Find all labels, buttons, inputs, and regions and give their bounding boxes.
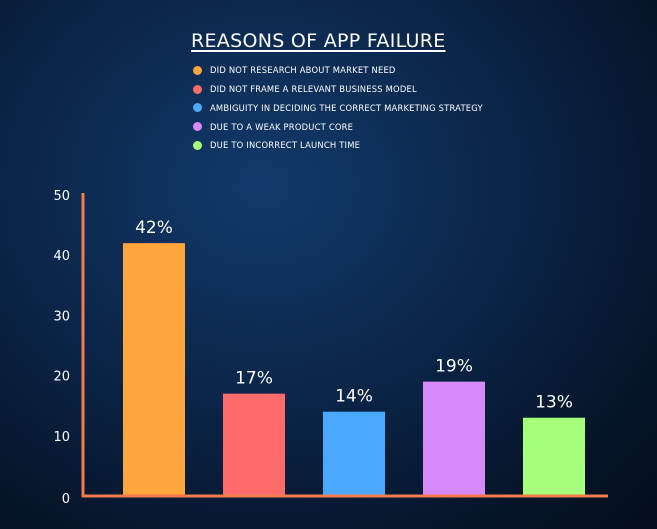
- legend-label: AMBIGUITY IN DECIDING THE CORRECT MARKET…: [210, 102, 483, 113]
- data-label: 17%: [235, 369, 273, 389]
- bar: [123, 243, 185, 496]
- legend-swatch: [193, 65, 202, 75]
- bar: [323, 411, 385, 496]
- legend-label: DID NOT RESEARCH ABOUT MARKET NEED: [210, 65, 396, 76]
- bar: [423, 381, 485, 496]
- legend-label: DID NOT FRAME A RELEVANT BUSINESS MODEL: [210, 84, 417, 95]
- data-label: 42%: [135, 218, 173, 238]
- legend-label: DUE TO A WEAK PRODUCT CORE: [210, 121, 354, 132]
- legend-item: DUE TO INCORRECT LAUNCH TIME: [193, 136, 483, 155]
- legend-item: DID NOT FRAME A RELEVANT BUSINESS MODEL: [193, 80, 483, 99]
- y-tick-label: 50: [53, 189, 70, 204]
- y-tick-label: 20: [53, 370, 70, 385]
- legend-item: DID NOT RESEARCH ABOUT MARKET NEED: [193, 61, 483, 80]
- legend-swatch: [193, 103, 202, 113]
- chart-title: REASONS OF APP FAILURE: [191, 30, 446, 52]
- data-label: 13%: [535, 393, 573, 413]
- chart-legend: DID NOT RESEARCH ABOUT MARKET NEED DID N…: [193, 61, 483, 155]
- legend-swatch: [193, 84, 202, 94]
- y-tick-label: 0: [62, 492, 70, 507]
- y-tick-label: 10: [53, 430, 70, 445]
- data-label: 14%: [335, 387, 373, 407]
- legend-swatch: [193, 122, 202, 132]
- y-tick-label: 30: [53, 309, 70, 324]
- bar: [523, 417, 585, 496]
- legend-label: DUE TO INCORRECT LAUNCH TIME: [210, 140, 361, 151]
- legend-item: AMBIGUITY IN DECIDING THE CORRECT MARKET…: [193, 99, 483, 118]
- data-label: 19%: [435, 357, 473, 377]
- bar: [223, 393, 285, 496]
- y-tick-label: 40: [53, 249, 70, 264]
- legend-swatch: [193, 140, 202, 150]
- legend-item: DUE TO A WEAK PRODUCT CORE: [193, 117, 483, 136]
